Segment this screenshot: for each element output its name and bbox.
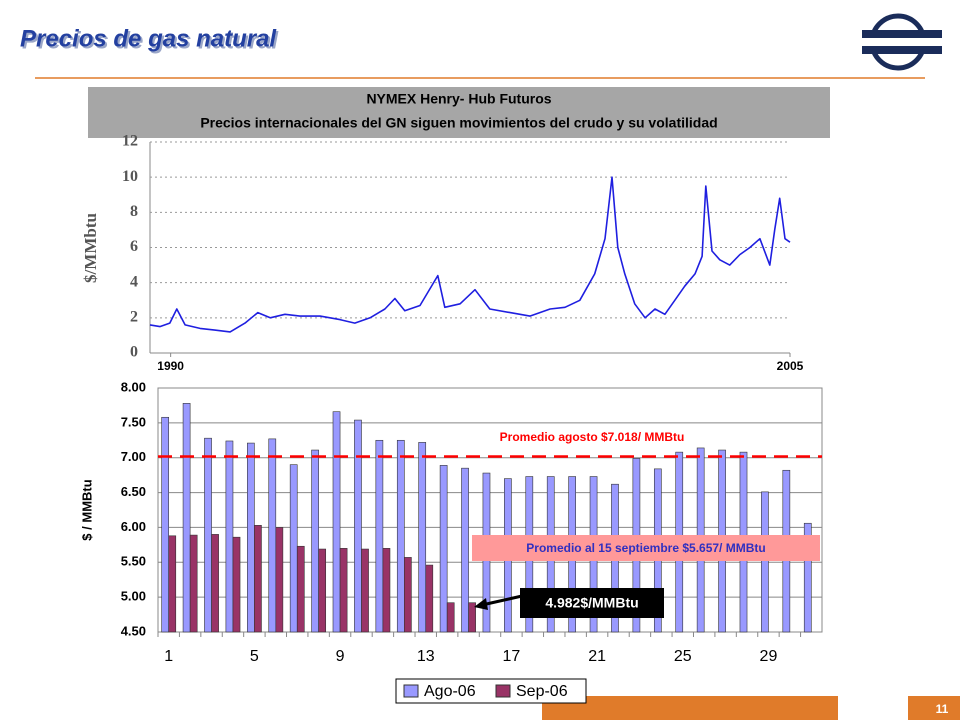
- bar: [182, 403, 191, 633]
- footer-gap: [838, 696, 908, 720]
- bar: [275, 527, 284, 633]
- bar: [418, 442, 427, 633]
- y-tick-label: 4: [130, 273, 138, 290]
- y-tick-label: 10: [122, 168, 138, 185]
- x-tick-label: 29: [760, 648, 778, 665]
- page-number: 11: [936, 702, 949, 716]
- annotation: 4.982$/MMBtu: [545, 595, 638, 611]
- bar: [318, 548, 327, 633]
- bar: [161, 416, 170, 633]
- x-tick-label: 5: [250, 648, 259, 665]
- legend-box: [395, 678, 587, 704]
- annotation-box: [520, 588, 664, 618]
- y-tick-label: 5.50: [121, 554, 146, 569]
- reference-label: Promedio agosto $7.018/ MMBtu: [500, 430, 685, 444]
- legend-label: Sep-06: [516, 683, 568, 700]
- y-tick-label: 2: [130, 309, 138, 326]
- price-line: [149, 176, 791, 333]
- x-tick-label: 21: [588, 648, 606, 665]
- y-tick-label: 6: [130, 238, 138, 255]
- bar: [461, 467, 469, 633]
- y-tick-label: 0: [130, 344, 138, 361]
- slide-title: Precios de gas natural: [20, 25, 277, 52]
- logo-bar: [862, 30, 942, 38]
- y-tick-label: 7.50: [121, 414, 146, 429]
- bar: [361, 548, 369, 633]
- x-tick-label: 9: [336, 648, 345, 665]
- legend-swatch: [403, 684, 419, 698]
- bar: [446, 602, 455, 633]
- chart-title: NYMEX Henry- Hub Futuros: [366, 91, 551, 107]
- x-tick-label: 1990: [157, 359, 184, 373]
- y-tick-label: 8: [130, 203, 138, 220]
- bar: [354, 419, 362, 633]
- x-tick-label: 1: [164, 648, 173, 665]
- y-tick-label: 7.00: [121, 449, 146, 464]
- bar: [382, 548, 391, 633]
- x-tick-label: 2005: [777, 359, 804, 373]
- annotation-box: [472, 535, 820, 561]
- bar: [761, 491, 769, 633]
- bar: [168, 535, 177, 633]
- y-tick-label: 6.00: [121, 519, 146, 534]
- bar: [375, 439, 384, 633]
- bar: [189, 534, 198, 633]
- bar: [296, 545, 305, 633]
- y-tick-label: 12: [122, 133, 138, 150]
- title-box: [88, 87, 830, 138]
- bar: [339, 548, 348, 633]
- title-shadow: Precios de gas natural: [22, 27, 279, 54]
- bar: [404, 557, 412, 633]
- bar: [289, 464, 298, 633]
- bar: [425, 564, 434, 633]
- legend-swatch: [495, 684, 511, 698]
- bar: [225, 440, 234, 633]
- bar: [232, 536, 241, 633]
- bar: [439, 465, 448, 633]
- bar: [332, 411, 341, 633]
- y-axis-label: $/MMbtu: [81, 213, 100, 283]
- y-tick-label: 5.00: [121, 589, 146, 604]
- arrow-head: [474, 598, 488, 610]
- y-tick-label: 8.00: [121, 379, 146, 394]
- bar: [268, 438, 277, 633]
- bar: [247, 442, 255, 633]
- logo-bar: [862, 46, 942, 54]
- y-axis-label: $ / MMBtu: [79, 479, 94, 540]
- annotation-arrow: [481, 594, 523, 607]
- bar: [468, 602, 476, 633]
- logo: [862, 13, 942, 71]
- annotation: Promedio al 15 septiembre $5.657/ MMBtu: [526, 541, 765, 555]
- logo-gap: [862, 38, 942, 46]
- x-tick-label: 17: [503, 648, 521, 665]
- bar: [803, 522, 812, 633]
- legend-label: Ago-06: [424, 683, 476, 700]
- bar: [396, 439, 405, 633]
- y-tick-label: 4.50: [121, 623, 146, 638]
- bar: [311, 449, 319, 633]
- bar: [211, 534, 219, 633]
- chart-subtitle: Precios internacionales del GN siguen mo…: [200, 115, 717, 131]
- x-tick-label: 25: [674, 648, 692, 665]
- x-tick-label: 13: [417, 648, 435, 665]
- y-tick-label: 6.50: [121, 484, 146, 499]
- bar: [204, 437, 212, 633]
- bar: [254, 525, 262, 633]
